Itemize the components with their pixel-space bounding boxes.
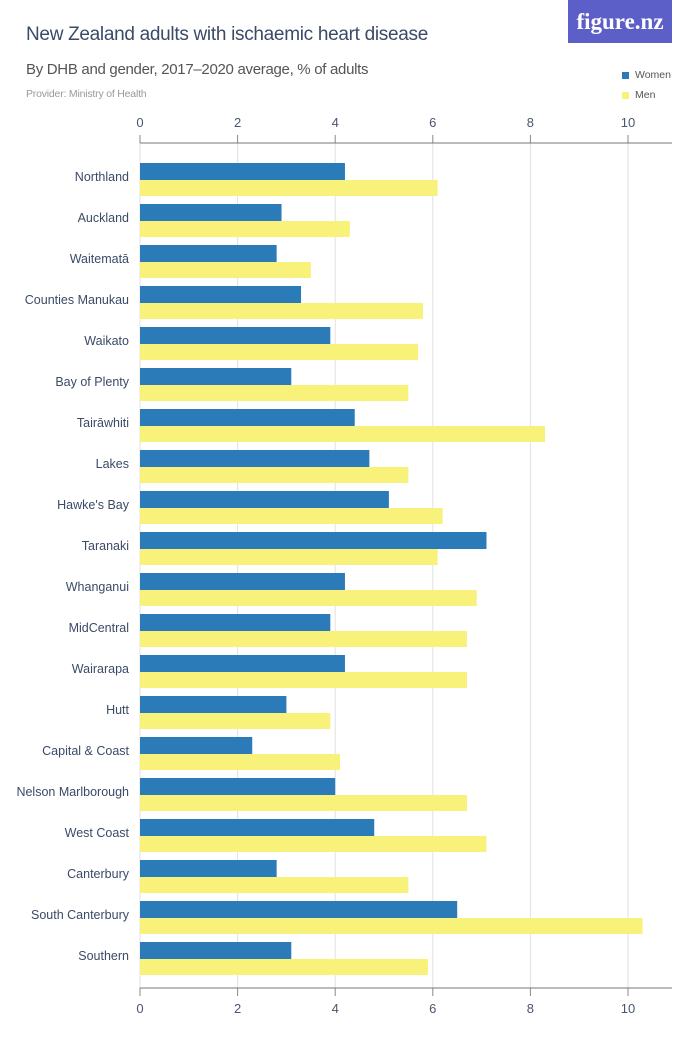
legend: Women Men	[622, 67, 671, 107]
category-label: Southern	[78, 949, 129, 963]
bar-women	[140, 901, 458, 918]
category-label: Waitematā	[70, 252, 129, 266]
category-label: Wairarapa	[72, 662, 129, 676]
bar-men	[140, 303, 424, 319]
category-label: Hawke's Bay	[57, 498, 130, 512]
tick-label-top: 4	[332, 115, 339, 130]
category-label: Counties Manukau	[25, 293, 129, 307]
bar-women	[140, 368, 292, 385]
category-label: MidCentral	[69, 621, 129, 635]
bar-men	[140, 959, 428, 975]
bar-men	[140, 877, 409, 893]
tick-label-top: 0	[136, 115, 143, 130]
bar-men	[140, 344, 419, 360]
tick-label-bottom: 6	[429, 1001, 436, 1016]
bar-men	[140, 836, 487, 852]
legend-swatch-women	[622, 71, 629, 79]
bar-men	[140, 221, 350, 237]
category-label: Bay of Plenty	[55, 375, 129, 389]
category-label: Auckland	[78, 211, 129, 225]
chart-subtitle: By DHB and gender, 2017–2020 average, % …	[26, 61, 369, 78]
bar-men	[140, 385, 409, 401]
figure-nz-logo[interactable]: figure.nz	[568, 0, 672, 43]
category-label: Tairāwhiti	[77, 416, 129, 430]
chart-title: New Zealand adults with ischaemic heart …	[26, 24, 428, 45]
category-label: West Coast	[65, 826, 130, 840]
tick-label-top: 8	[527, 115, 534, 130]
category-label: Canterbury	[67, 867, 130, 881]
bar-women	[140, 737, 253, 754]
bar-men	[140, 262, 311, 278]
legend-swatch-men	[622, 91, 629, 99]
bar-women	[140, 573, 345, 590]
bar-women	[140, 409, 355, 426]
category-label: Hutt	[106, 703, 129, 717]
bar-men	[140, 918, 643, 934]
category-label: Nelson Marlborough	[16, 785, 129, 799]
bar-men	[140, 713, 331, 729]
bar-women	[140, 532, 487, 549]
category-label: Northland	[75, 170, 129, 184]
bar-women	[140, 245, 277, 262]
provider-note: Provider: Ministry of Health	[26, 88, 147, 100]
bar-men	[140, 795, 467, 811]
tick-label-top: 10	[621, 115, 635, 130]
bar-men	[140, 549, 438, 565]
bar-men	[140, 467, 409, 483]
category-label: South Canterbury	[31, 908, 130, 922]
bar-women	[140, 942, 292, 959]
tick-label-bottom: 8	[527, 1001, 534, 1016]
tick-label-bottom: 0	[136, 1001, 143, 1016]
bar-women	[140, 163, 345, 180]
tick-label-top: 6	[429, 115, 436, 130]
bar-men	[140, 426, 546, 442]
bar-women	[140, 860, 277, 877]
bar-men	[140, 754, 341, 770]
bar-men	[140, 590, 477, 606]
logo-text: figure.nz	[576, 8, 664, 34]
bar-women	[140, 286, 302, 303]
category-label: Lakes	[96, 457, 129, 471]
tick-label-bottom: 2	[234, 1001, 241, 1016]
category-label: Whanganui	[66, 580, 129, 594]
bar-women	[140, 491, 389, 508]
tick-label-bottom: 4	[332, 1001, 339, 1016]
bar-women	[140, 778, 336, 795]
legend-label-men: Men	[635, 89, 656, 101]
legend-item-women: Women	[622, 63, 671, 87]
bar-women	[140, 614, 331, 631]
category-label: Taranaki	[82, 539, 129, 553]
category-label: Waikato	[84, 334, 129, 348]
bar-women	[140, 204, 282, 221]
tick-label-top: 2	[234, 115, 241, 130]
bar-men	[140, 180, 438, 196]
legend-label-women: Women	[635, 69, 671, 81]
bar-women	[140, 327, 331, 344]
bar-women	[140, 819, 375, 836]
bar-men	[140, 508, 443, 524]
bar-women	[140, 450, 370, 467]
bar-women	[140, 655, 345, 672]
legend-item-men: Men	[622, 83, 671, 107]
bar-women	[140, 696, 287, 713]
tick-label-bottom: 10	[621, 1001, 635, 1016]
category-label: Capital & Coast	[42, 744, 129, 758]
bar-men	[140, 631, 467, 647]
bar-men	[140, 672, 467, 688]
